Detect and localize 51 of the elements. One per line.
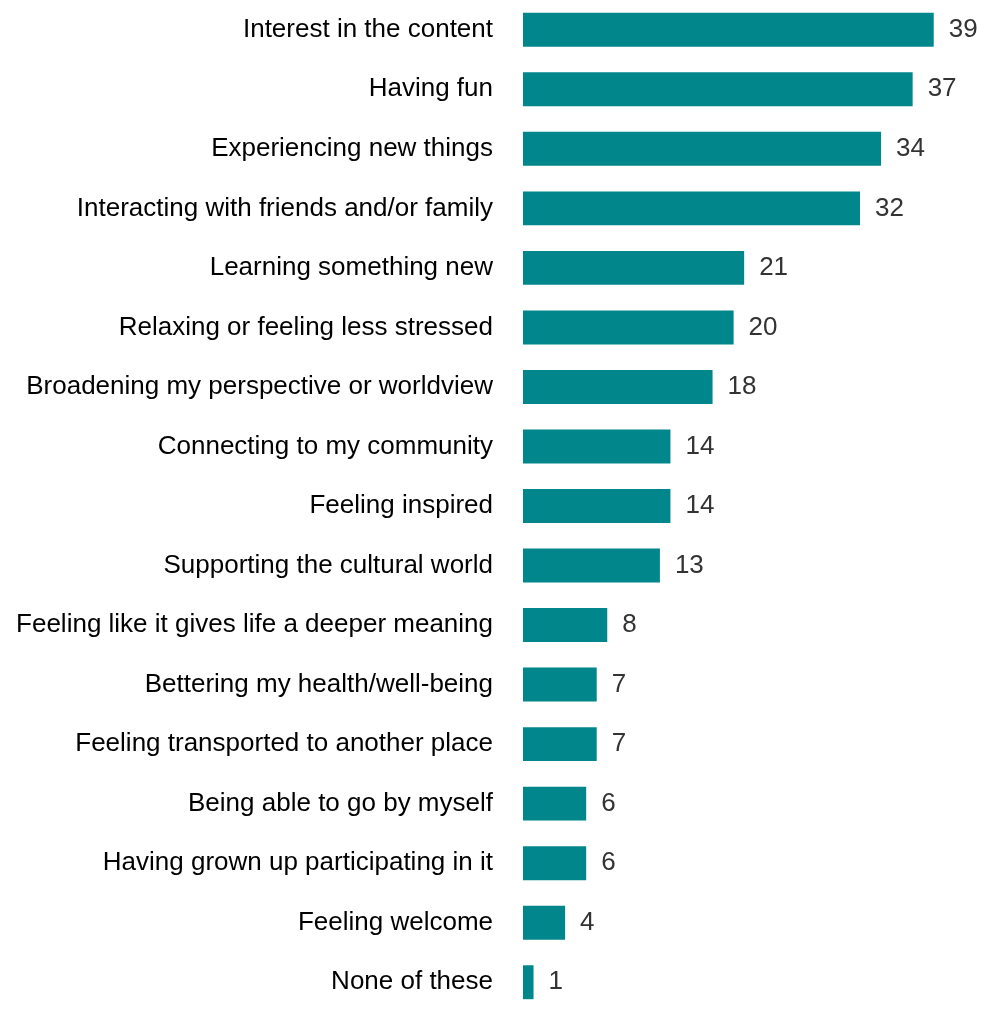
data-label: 39 <box>948 12 978 43</box>
y-tick-label: Having fun <box>368 72 493 103</box>
data-label: 32 <box>875 191 904 222</box>
data-label: 14 <box>685 489 715 520</box>
y-tick-label: Feeling welcome <box>297 905 493 936</box>
y-tick-label: None of these <box>331 965 493 996</box>
y-tick-label: Being able to go by myself <box>188 786 494 817</box>
bar <box>523 72 913 107</box>
y-tick-label: Feeling like it gives life a deeper meaning <box>16 608 493 639</box>
y-tick-label: Connecting to my community <box>157 429 493 460</box>
bar <box>523 667 597 702</box>
y-tick-label: Learning something new <box>209 251 494 282</box>
y-tick-label: Relaxing or feeling less stressed <box>118 310 493 341</box>
data-label: 6 <box>601 846 616 877</box>
bar <box>523 369 713 404</box>
data-label: 34 <box>896 132 925 162</box>
data-label: 4 <box>580 905 595 936</box>
data-label: 14 <box>685 429 715 460</box>
y-tick-label: Interacting with friends and/or family <box>76 191 493 222</box>
bar <box>523 548 660 583</box>
y-tick-label: Interest in the content <box>242 12 494 43</box>
bar <box>523 608 608 643</box>
data-label: 8 <box>622 608 637 639</box>
data-label: 7 <box>611 727 627 758</box>
data-label: 37 <box>927 72 957 103</box>
bar <box>523 846 587 881</box>
data-label: 18 <box>727 370 757 401</box>
y-tick-label: Experiencing new things <box>211 132 493 162</box>
bar <box>523 905 566 940</box>
bar <box>523 131 882 166</box>
data-label: 21 <box>759 251 789 282</box>
bar <box>523 191 860 226</box>
data-label: 13 <box>674 548 704 579</box>
bar <box>523 489 671 523</box>
bar <box>523 310 734 345</box>
data-label: 6 <box>601 786 616 817</box>
data-label: 1 <box>548 965 563 996</box>
y-tick-label: Feeling transported to another place <box>75 727 493 758</box>
data-label: 7 <box>611 667 627 698</box>
y-tick-label: Having grown up participating in it <box>102 846 494 877</box>
y-tick-label: Broadening my perspective or worldview <box>26 370 494 401</box>
data-label: 20 <box>748 310 778 341</box>
y-tick-label: Feeling inspired <box>309 489 493 520</box>
bar <box>523 786 587 821</box>
bar <box>523 965 534 1000</box>
bar <box>523 250 745 285</box>
bar <box>523 12 934 47</box>
y-tick-label: Supporting the cultural world <box>163 548 493 579</box>
bar <box>523 429 671 464</box>
bar <box>523 727 597 762</box>
y-tick-label: Bettering my health/well-being <box>144 667 493 698</box>
